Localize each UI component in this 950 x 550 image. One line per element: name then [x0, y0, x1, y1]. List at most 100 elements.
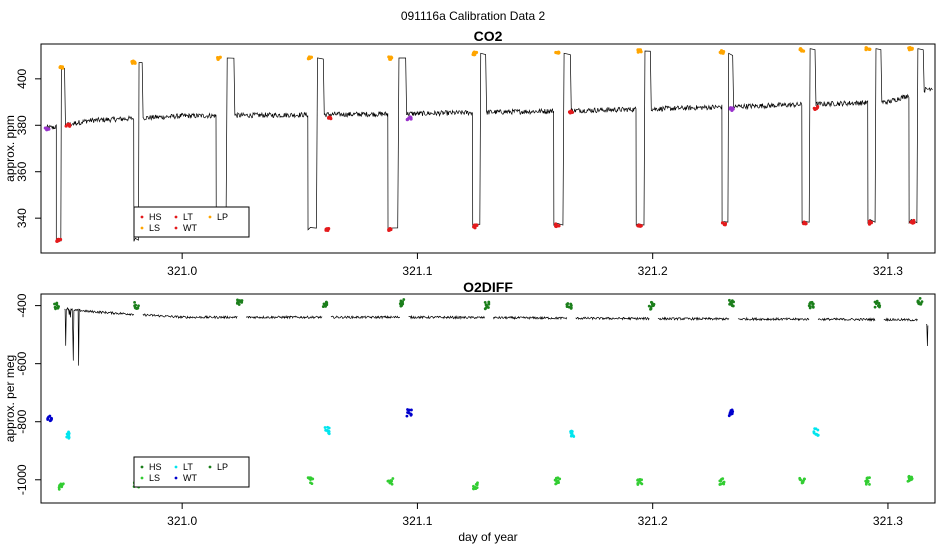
o2diff-cluster-lt [323, 425, 331, 436]
o2diff-cluster-ls [636, 477, 644, 486]
svg-text:LS: LS [149, 473, 160, 483]
co2-point-lp [216, 55, 222, 61]
co2-point-hs [472, 223, 479, 230]
svg-text:LP: LP [217, 462, 228, 472]
co2-legend: HS LT LP LS WT [133, 206, 250, 238]
o2diff-cluster-hs [647, 300, 656, 311]
o2diff-xtick-label: 321.3 [873, 514, 903, 528]
co2-point-hs [567, 109, 574, 115]
o2diff-cluster-ls [906, 474, 914, 483]
o2diff-legend: HS LT LP LS WT [133, 456, 250, 488]
svg-text:HS: HS [149, 462, 162, 472]
o2diff-ytick-label: -600 [15, 351, 29, 375]
co2-title: CO2 [474, 28, 503, 44]
o2diff-legend-item-lt: LT [174, 462, 193, 472]
o2diff-legend-item-ls: LS [140, 473, 160, 483]
o2diff-panel: O2DIFF approx. per meg day of year 321.0 321… [3, 279, 936, 544]
co2-point-hs [387, 226, 393, 232]
o2diff-xtick-label: 321.0 [167, 514, 197, 528]
co2-xtick-label: 321.3 [873, 264, 903, 278]
co2-point-lp [798, 47, 806, 53]
co2-ytick-label: 340 [15, 208, 29, 228]
svg-text:LT: LT [183, 212, 193, 222]
co2-point-lp [907, 46, 914, 52]
o2diff-cluster-ls [306, 476, 315, 486]
co2-point-hs [802, 220, 808, 226]
o2diff-cluster-hs [321, 300, 329, 308]
o2diff-cluster-wt [46, 414, 53, 423]
o2diff-title: O2DIFF [463, 279, 513, 295]
o2diff-cluster-hs [483, 300, 491, 311]
co2-ylabel: approx. ppm [3, 115, 17, 182]
o2diff-legend-item-hs: HS [140, 462, 162, 472]
o2diff-cluster-hs [565, 302, 573, 310]
o2diff-ytick-label: -1000 [15, 464, 29, 495]
co2-point-purple [43, 126, 51, 132]
co2-point-lp [306, 55, 314, 61]
o2diff-cluster-ls [57, 482, 65, 491]
o2diff-ytick-label: -800 [15, 409, 29, 433]
o2diff-cluster-lt [569, 429, 576, 438]
o2diff-cluster-hs [133, 300, 140, 310]
co2-xtick-label: 321.2 [638, 264, 668, 278]
o2diff-cluster-lt [65, 430, 71, 440]
co2-point-lp [471, 50, 479, 57]
co2-point-lp [554, 50, 561, 55]
o2diff-cluster-lt [812, 427, 820, 437]
o2diff-cluster-hs [398, 298, 406, 308]
co2-point-hs [327, 115, 333, 121]
o2diff-plot-area [46, 296, 929, 491]
co2-ytick-label: 360 [15, 161, 29, 181]
o2diff-legend-item-wt: WT [174, 473, 197, 483]
co2-point-lp [718, 49, 726, 55]
co2-point-lp [387, 55, 394, 61]
o2diff-xtick-label: 321.1 [402, 514, 432, 528]
o2diff-xtick-label: 321.2 [638, 514, 668, 528]
co2-point-purple [405, 115, 413, 122]
co2-point-hs [64, 122, 72, 128]
o2diff-plot-frame [40, 293, 936, 504]
co2-legend-item-lt: LT [174, 212, 193, 222]
o2diff-ylabel: approx. per meg [3, 355, 17, 442]
co2-xtick-label: 321.1 [402, 264, 432, 278]
o2diff-ytick-label: -400 [15, 293, 29, 317]
co2-point-hs [867, 219, 873, 226]
o2diff-cluster-ls [718, 477, 726, 486]
o2diff-cluster-hs [728, 298, 736, 308]
co2-point-hs [636, 223, 643, 228]
svg-text:LS: LS [149, 223, 160, 233]
o2diff-cluster-wt [405, 408, 413, 418]
o2diff-cluster-hs [916, 296, 924, 306]
co2-point-lp [58, 64, 65, 70]
co2-point-hs [909, 218, 916, 225]
co2-plot-frame [40, 43, 936, 254]
o2diff-cluster-hs [235, 298, 244, 306]
co2-point-lp [864, 46, 872, 52]
co2-point-purple [728, 106, 735, 113]
co2-xtick-label: 321.0 [167, 264, 197, 278]
co2-point-lp [130, 59, 137, 65]
o2diff-cluster-ls [798, 476, 806, 485]
svg-text:LP: LP [217, 212, 228, 222]
o2diff-cluster-wt [727, 408, 735, 418]
co2-legend-item-wt: WT [174, 223, 197, 233]
o2diff-trace-line [64, 306, 929, 366]
o2diff-cluster-ls [864, 476, 871, 486]
figure-title: 091116a Calibration Data 2 [401, 9, 546, 23]
co2-point-hs [720, 221, 728, 227]
o2diff-cluster-hs [873, 299, 882, 309]
co2-point-hs [812, 104, 820, 111]
svg-text:WT: WT [183, 223, 197, 233]
svg-text:LT: LT [183, 462, 193, 472]
co2-point-hs [324, 227, 331, 232]
co2-legend-item-lp: LP [208, 212, 228, 222]
co2-point-lp [636, 48, 643, 54]
co2-legend-item-hs: HS [140, 212, 162, 222]
co2-trace-line [45, 48, 933, 242]
co2-legend-item-ls: LS [140, 223, 160, 233]
o2diff-cluster-hs [807, 300, 815, 310]
o2diff-cluster-ls [553, 476, 562, 486]
co2-panel: CO2 approx. ppm 321.0 321.1 321.2 321.3 340 360… [3, 28, 936, 278]
o2diff-legend-item-lp: LP [208, 462, 228, 472]
